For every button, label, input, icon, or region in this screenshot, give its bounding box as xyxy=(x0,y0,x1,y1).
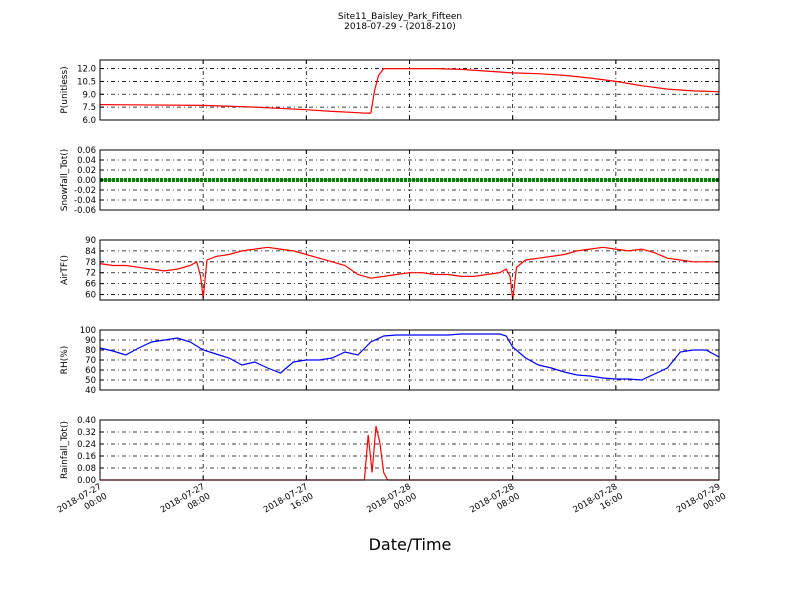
y-tick-label: -0.04 xyxy=(74,196,96,206)
chart-title: Site11_Baisley_Park_Fifteen xyxy=(338,12,462,22)
y-tick-label: 90 xyxy=(85,336,96,346)
y-tick-label: 0.00 xyxy=(77,476,96,486)
y-tick-label: 12.0 xyxy=(77,65,96,75)
x-tick-label: 2018-07-2708:00 xyxy=(159,482,212,525)
x-tick-label: 2018-07-2900:00 xyxy=(675,482,728,525)
panels: 6.0 7.5 9.0 10.5 12.0 P(unitless) -0.06-0.04-0… xyxy=(60,59,720,486)
y-tick-label: 0.02 xyxy=(77,166,96,176)
y-tick-label: 0.32 xyxy=(77,428,96,438)
panel-2: -0.06-0.04-0.020.000.020.040.06 Snowfall_… xyxy=(60,146,720,216)
y-tick-label: 50 xyxy=(85,376,96,386)
y-tick-label: 0.24 xyxy=(77,440,96,450)
y-tick-label: 0.08 xyxy=(77,464,96,474)
y-tick-label: 7.5 xyxy=(82,103,96,113)
y-tick-label: 80 xyxy=(85,346,96,356)
y-axis-label: Snowfall_Tot() xyxy=(60,149,70,212)
y-tick-label: 6.0 xyxy=(82,116,96,126)
y-tick-label: 40 xyxy=(85,386,96,396)
y-tick-label: 70 xyxy=(85,356,96,366)
y-tick-label: -0.02 xyxy=(74,186,96,196)
x-tick-label: 2018-07-2808:00 xyxy=(468,482,521,525)
y-axis-label: RH(%) xyxy=(60,346,70,375)
y-axis-label: Rainfall_Tot() xyxy=(60,421,70,479)
y-tick-label: 9.0 xyxy=(82,90,96,100)
x-tick-label: 2018-07-2700:00 xyxy=(56,482,109,525)
y-tick-label: 0.40 xyxy=(77,416,96,426)
y-tick-label: 90 xyxy=(85,236,96,246)
y-tick-label: -0.06 xyxy=(74,206,96,216)
y-tick-label: 60 xyxy=(85,291,96,301)
y-tick-label: 0.00 xyxy=(77,176,96,186)
y-tick-label: 0.06 xyxy=(77,146,96,156)
y-tick-label: 78 xyxy=(85,258,96,268)
panel-5: 0.00 0.08 0.16 0.24 0.32 0.40 Rainfall_Tot() xyxy=(60,416,720,486)
x-tick-labels: 2018-07-2700:00 2018-07-2708:00 2018-07-27… xyxy=(56,482,728,525)
y-tick-label: 10.5 xyxy=(77,77,96,87)
y-tick-label: 0.04 xyxy=(77,156,96,166)
x-tick-label: 2018-07-2816:00 xyxy=(572,482,625,525)
x-tick-label: 2018-07-2716:00 xyxy=(262,482,315,525)
y-axis-label: P(unitless) xyxy=(60,66,70,113)
panel-1: 6.0 7.5 9.0 10.5 12.0 P(unitless) xyxy=(60,59,720,126)
chart-subtitle: 2018-07-29 - (2018-210) xyxy=(344,22,456,32)
x-tick-label: 2018-07-2800:00 xyxy=(365,482,418,525)
y-tick-label: 66 xyxy=(85,280,96,290)
y-tick-label: 100 xyxy=(80,326,96,336)
series-line xyxy=(99,67,720,114)
series-line xyxy=(99,246,719,301)
series-line xyxy=(99,333,720,381)
y-tick-label: 84 xyxy=(85,247,96,257)
y-axis-label: AirTF() xyxy=(60,255,70,285)
x-axis-label: Date/Time xyxy=(369,535,452,554)
y-tick-label: 60 xyxy=(85,366,96,376)
y-tick-label: 0.16 xyxy=(77,452,96,462)
y-tick-label: 72 xyxy=(85,269,96,279)
